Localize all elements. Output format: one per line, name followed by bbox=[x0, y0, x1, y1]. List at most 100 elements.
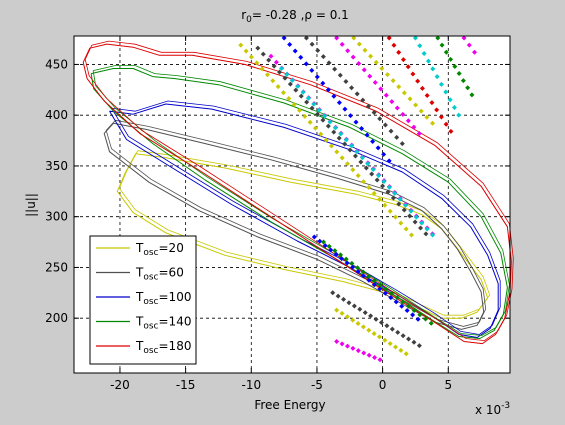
marker-point bbox=[407, 96, 413, 102]
marker-point bbox=[248, 54, 254, 60]
marker-point bbox=[315, 111, 321, 117]
marker-point bbox=[419, 220, 425, 226]
y-tick-label: 400 bbox=[45, 108, 68, 122]
marker-point bbox=[309, 41, 315, 47]
marker-point bbox=[280, 90, 286, 96]
marker-point bbox=[307, 119, 313, 125]
series-line-4-second-pass bbox=[92, 65, 510, 336]
marker-point bbox=[335, 293, 341, 299]
marker-point bbox=[343, 256, 349, 262]
marker-point bbox=[452, 63, 458, 69]
marker-point bbox=[379, 65, 385, 71]
marker-point bbox=[270, 78, 276, 84]
marker-point bbox=[405, 64, 411, 70]
marker-point bbox=[347, 147, 353, 153]
marker-point bbox=[355, 265, 361, 271]
marker-point bbox=[448, 128, 454, 134]
marker-point bbox=[396, 84, 402, 90]
marker-point bbox=[331, 93, 337, 99]
series-line-3 bbox=[109, 103, 499, 338]
marker-point bbox=[312, 125, 318, 131]
marker-point bbox=[366, 184, 372, 190]
marker-point bbox=[332, 66, 338, 72]
legend-label-4: Tosc=140 bbox=[135, 315, 191, 332]
marker-point bbox=[434, 74, 440, 80]
marker-point bbox=[451, 104, 457, 110]
marker-point bbox=[349, 143, 355, 149]
marker-point bbox=[394, 134, 400, 140]
ticks: -20 -15 -10 -5 0 5 200 250 300 350 400 450 bbox=[45, 36, 510, 392]
marker-point bbox=[337, 72, 343, 78]
marker-point bbox=[243, 48, 249, 54]
marker-point bbox=[472, 49, 478, 55]
marker-point bbox=[400, 299, 406, 305]
marker-point bbox=[381, 178, 387, 184]
marker-point bbox=[443, 89, 449, 95]
marker-point bbox=[398, 220, 404, 226]
marker-point bbox=[439, 42, 445, 48]
marker-point bbox=[428, 320, 434, 326]
marker-point bbox=[300, 89, 306, 95]
marker-point bbox=[336, 100, 342, 106]
marker-point bbox=[349, 260, 355, 266]
marker-point bbox=[398, 347, 404, 353]
marker-point bbox=[393, 344, 399, 350]
marker-point bbox=[376, 172, 382, 178]
marker-point bbox=[371, 190, 377, 196]
marker-point bbox=[350, 167, 356, 173]
marker-point bbox=[322, 243, 328, 249]
marker-point bbox=[268, 53, 274, 59]
marker-point bbox=[396, 49, 402, 55]
marker-point bbox=[386, 184, 392, 190]
marker-point bbox=[287, 81, 293, 87]
marker-point bbox=[423, 316, 429, 322]
marker-point bbox=[385, 189, 391, 195]
marker-point bbox=[266, 57, 272, 63]
marker-point bbox=[304, 99, 310, 105]
marker-point bbox=[382, 290, 388, 296]
marker-point bbox=[366, 327, 372, 333]
marker-point bbox=[365, 161, 371, 167]
marker-point bbox=[323, 137, 329, 143]
marker-point bbox=[421, 50, 427, 56]
y-tick-label: 350 bbox=[45, 159, 68, 173]
marker-point bbox=[287, 41, 293, 47]
y-axis-label: ||u|| bbox=[24, 193, 38, 217]
marker-point bbox=[273, 59, 279, 65]
marker-point bbox=[419, 85, 425, 91]
marker-point bbox=[338, 131, 344, 137]
marker-point bbox=[387, 208, 393, 214]
marker-point bbox=[390, 78, 396, 84]
marker-point bbox=[397, 196, 403, 202]
marker-point bbox=[438, 81, 444, 87]
marker-point bbox=[362, 310, 368, 316]
marker-point bbox=[443, 121, 449, 127]
marker-point bbox=[409, 232, 415, 238]
marker-point bbox=[401, 90, 407, 96]
y-tick-label: 200 bbox=[45, 311, 68, 325]
marker-point bbox=[465, 85, 471, 91]
marker-point bbox=[360, 269, 366, 275]
marker-point bbox=[371, 110, 377, 116]
marker-point bbox=[366, 277, 372, 283]
marker-point bbox=[412, 219, 418, 225]
x-tick-label: 0 bbox=[379, 378, 387, 392]
marker-point bbox=[377, 357, 383, 363]
marker-point bbox=[418, 225, 424, 231]
marker-point bbox=[275, 84, 281, 90]
legend-label-1: Tosc=20 bbox=[135, 241, 184, 258]
marker-point bbox=[390, 195, 396, 201]
marker-point bbox=[384, 72, 390, 78]
marker-point bbox=[434, 107, 440, 113]
marker-point bbox=[342, 106, 348, 112]
marker-point bbox=[356, 41, 362, 47]
marker-point bbox=[362, 47, 368, 53]
marker-point bbox=[412, 35, 418, 41]
marker-point bbox=[325, 87, 331, 93]
marker-point bbox=[375, 145, 381, 151]
marker-point bbox=[359, 155, 365, 161]
marker-point bbox=[380, 183, 386, 189]
marker-point bbox=[271, 63, 277, 69]
marker-point bbox=[339, 155, 345, 161]
marker-point bbox=[417, 43, 423, 49]
